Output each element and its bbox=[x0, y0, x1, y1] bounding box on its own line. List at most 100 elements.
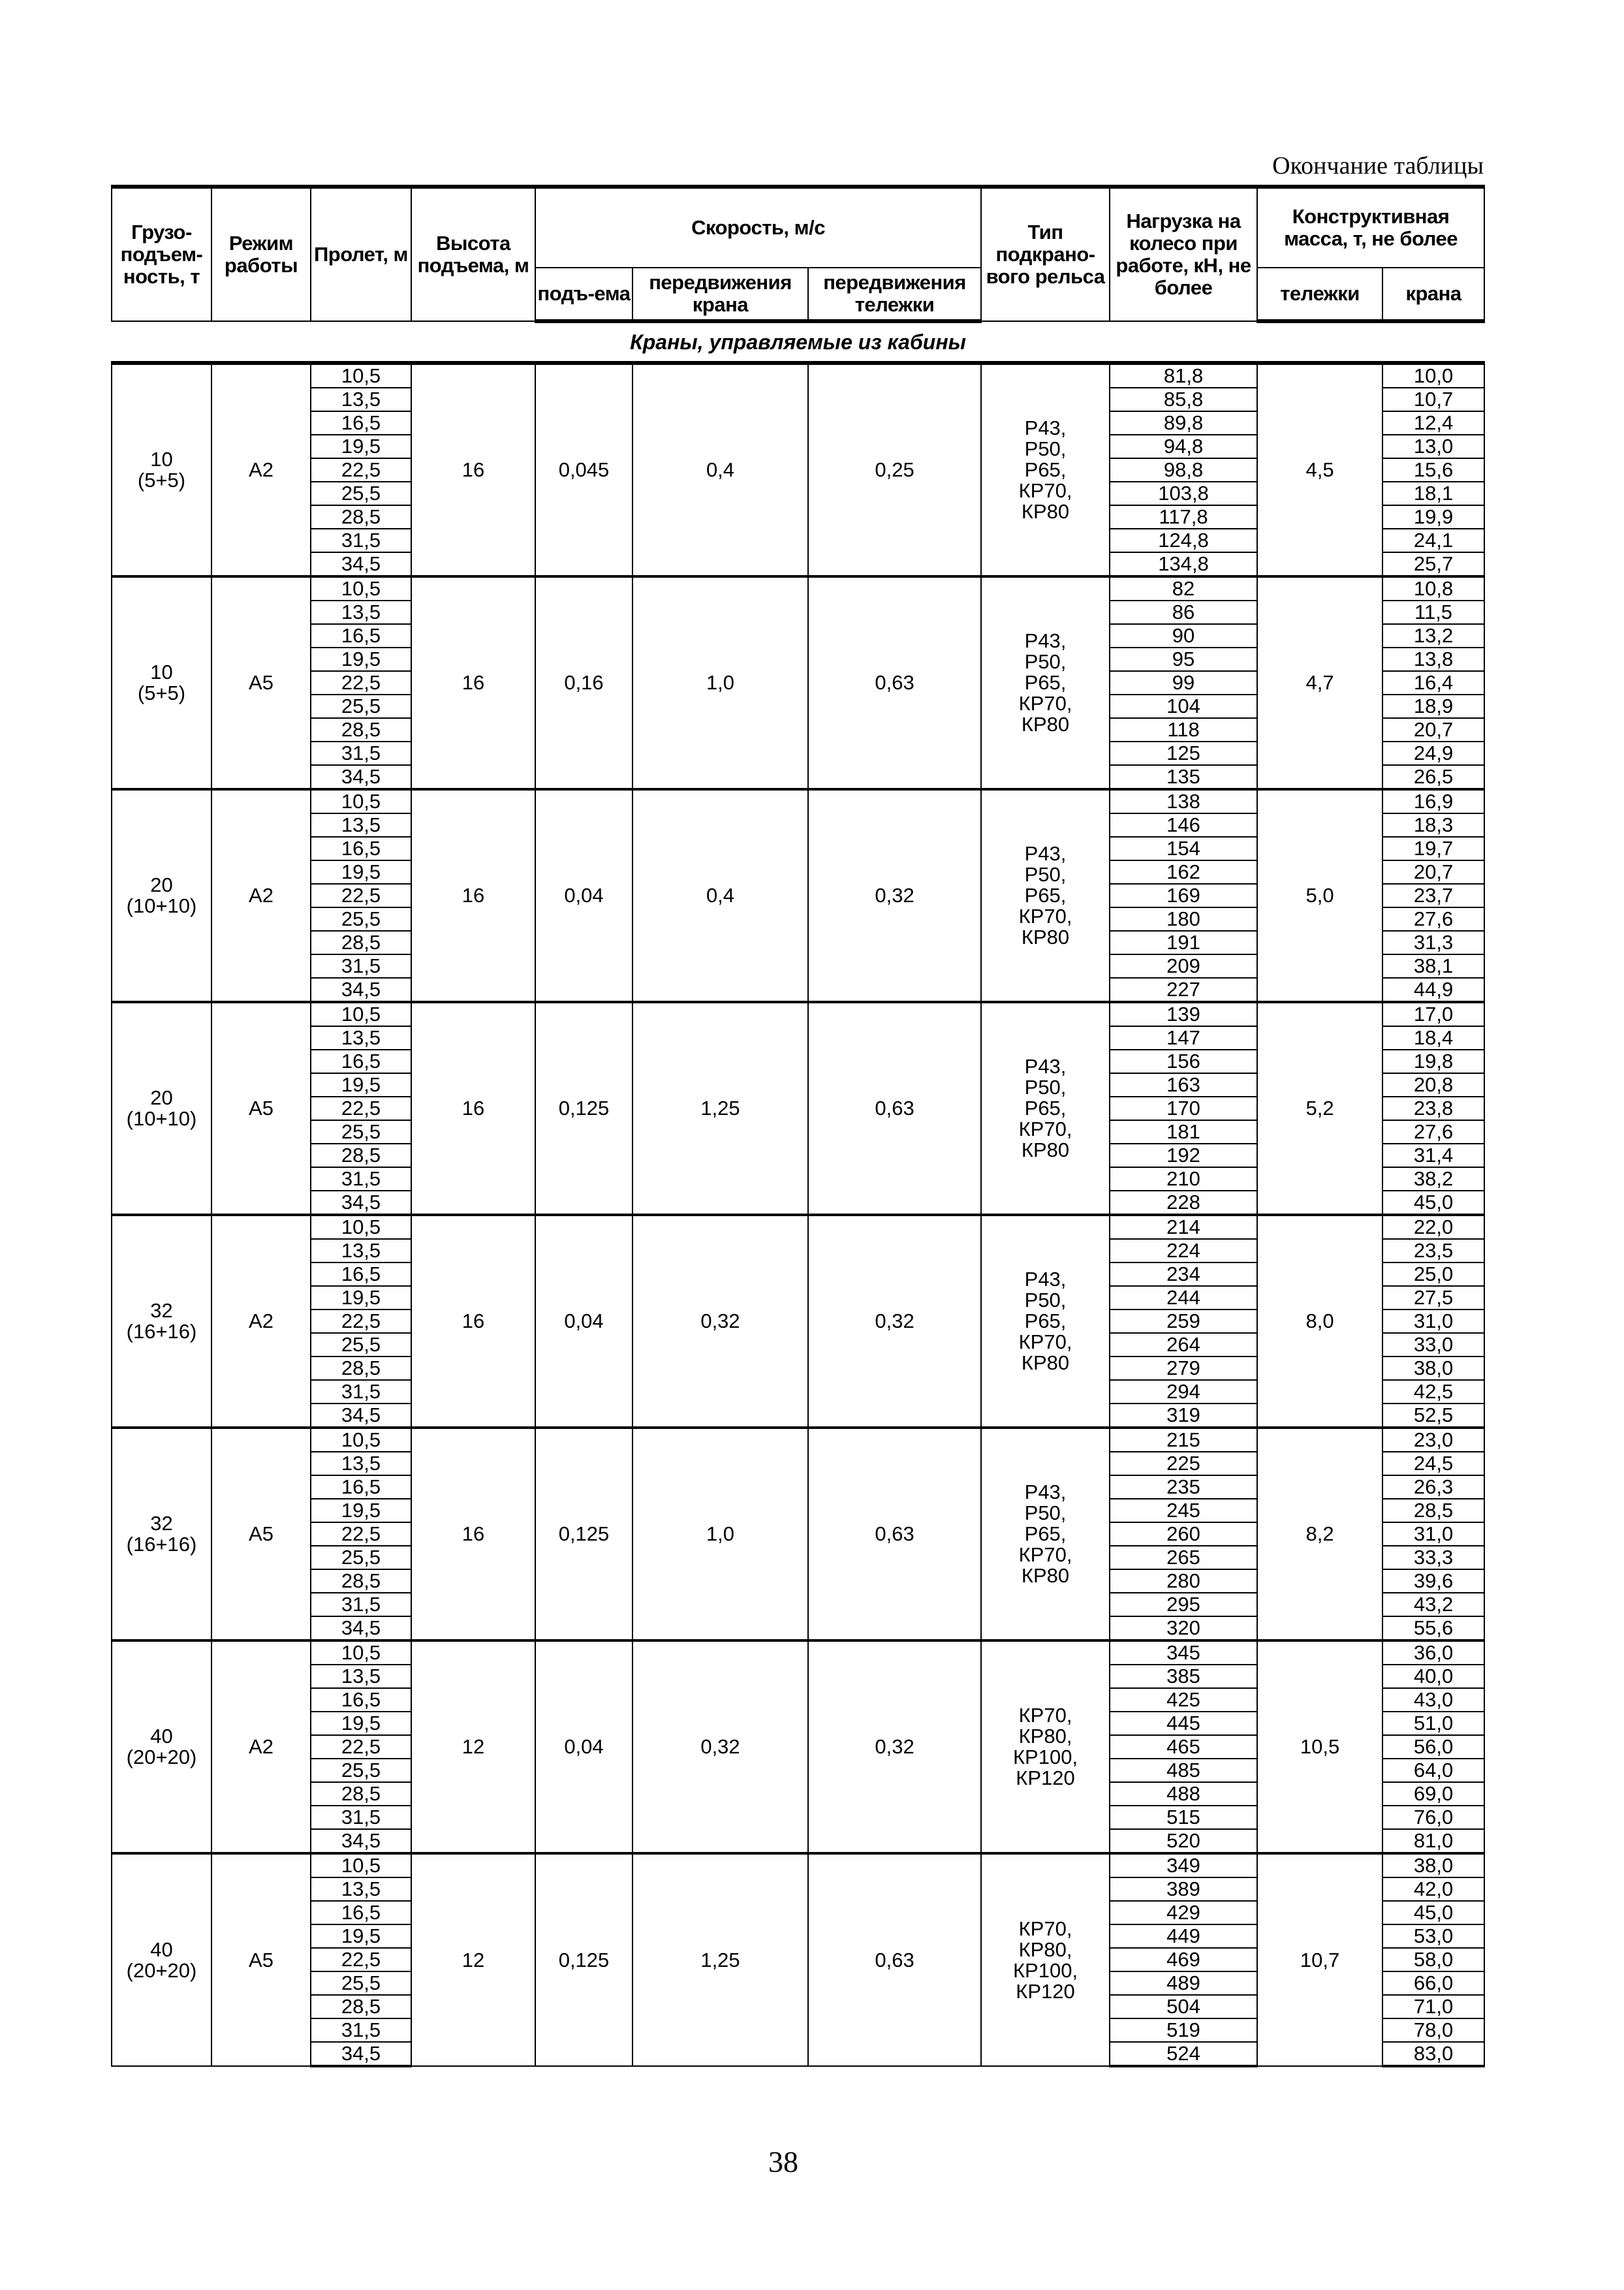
load-cell: 524 bbox=[1109, 2041, 1258, 2067]
speed-lift-cell: 0,125 bbox=[535, 1852, 633, 2067]
height-cell: 16 bbox=[411, 1426, 536, 1641]
mass-crane-cell: 23,8 bbox=[1382, 1096, 1486, 1121]
mass-crane-cell: 24,9 bbox=[1382, 741, 1486, 766]
header-capacity: Грузо-подъем-ность, т bbox=[111, 185, 212, 322]
load-cell: 244 bbox=[1109, 1285, 1258, 1310]
mass-trolley-cell: 5,0 bbox=[1257, 788, 1384, 1003]
height-cell: 12 bbox=[411, 1639, 536, 1854]
capacity-cell: 20 (10+10) bbox=[111, 1001, 212, 1216]
header-load: Нагрузка на колесо при работе, кН, не бо… bbox=[1109, 185, 1258, 322]
mass-crane-cell: 39,6 bbox=[1382, 1569, 1486, 1593]
span-cell: 25,5 bbox=[310, 1332, 412, 1357]
mode-cell: A5 bbox=[211, 1426, 311, 1641]
load-cell: 265 bbox=[1109, 1545, 1258, 1570]
load-cell: 295 bbox=[1109, 1592, 1258, 1617]
span-cell: 22,5 bbox=[310, 1096, 412, 1121]
table-row: 20 (10+10) A5 10,5 16 0,125 1,25 0,63 Р43, Р50,… bbox=[111, 1001, 1486, 1216]
load-cell: 227 bbox=[1109, 977, 1258, 1003]
table-row: 13,5 146 18,3 bbox=[112, 813, 1486, 838]
span-cell: 34,5 bbox=[310, 1403, 412, 1428]
load-cell: 320 bbox=[1109, 1616, 1258, 1641]
span-cell: 31,5 bbox=[310, 1379, 412, 1404]
speed-trolley-cell: 0,63 bbox=[807, 1001, 982, 1216]
load-cell: 345 bbox=[1109, 1639, 1258, 1665]
table-row: 22,5 259 31,0 bbox=[112, 1309, 1486, 1334]
mass-crane-cell: 76,0 bbox=[1382, 1805, 1486, 1830]
load-cell: 169 bbox=[1109, 883, 1258, 908]
mass-crane-cell: 18,4 bbox=[1382, 1026, 1486, 1050]
table-row: 34,5 228 45,0 bbox=[112, 1190, 1486, 1216]
speed-trolley-cell: 0,25 bbox=[807, 362, 982, 577]
load-cell: 209 bbox=[1109, 954, 1258, 979]
span-cell: 25,5 bbox=[310, 1545, 412, 1570]
mass-trolley-cell: 10,7 bbox=[1257, 1852, 1384, 2067]
table-row: 13,5 389 42,0 bbox=[112, 1877, 1486, 1902]
mass-crane-cell: 28,5 bbox=[1382, 1498, 1486, 1523]
height-cell: 16 bbox=[411, 575, 536, 790]
mass-crane-cell: 19,9 bbox=[1382, 505, 1486, 529]
capacity-cell: 10 (5+5) bbox=[111, 362, 212, 577]
table-row: 34,5 319 52,5 bbox=[112, 1403, 1486, 1428]
load-cell: 181 bbox=[1109, 1120, 1258, 1144]
mass-crane-cell: 45,0 bbox=[1382, 1190, 1486, 1216]
mass-crane-cell: 78,0 bbox=[1382, 2018, 1486, 2043]
table-row: 40 (20+20) A2 10,5 12 0,04 0,32 0,32 КР70, КР80… bbox=[111, 1639, 1486, 1854]
load-cell: 89,8 bbox=[1109, 411, 1258, 435]
table-row: 13,5 224 23,5 bbox=[112, 1238, 1486, 1263]
span-cell: 13,5 bbox=[310, 1026, 412, 1050]
table-row: 31,5 209 38,1 bbox=[112, 954, 1486, 979]
table-row: 13,5 85,8 10,7 bbox=[112, 387, 1486, 412]
load-cell: 104 bbox=[1109, 694, 1258, 719]
span-cell: 25,5 bbox=[310, 1971, 412, 1996]
span-cell: 10,5 bbox=[310, 1426, 412, 1452]
table-row: 25,5 485 64,0 bbox=[112, 1758, 1486, 1783]
load-cell: 425 bbox=[1109, 1687, 1258, 1712]
mass-crane-cell: 38,0 bbox=[1382, 1852, 1486, 1878]
mass-crane-cell: 26,3 bbox=[1382, 1475, 1486, 1499]
span-cell: 13,5 bbox=[310, 600, 412, 625]
mass-crane-cell: 31,0 bbox=[1382, 1309, 1486, 1334]
mass-crane-cell: 31,0 bbox=[1382, 1522, 1486, 1546]
load-cell: 319 bbox=[1109, 1403, 1258, 1428]
mass-crane-cell: 31,4 bbox=[1382, 1143, 1486, 1168]
mass-crane-cell: 53,0 bbox=[1382, 1924, 1486, 1949]
table-row: 20 (10+10) A2 10,5 16 0,04 0,4 0,32 Р43, Р50, Р… bbox=[111, 788, 1486, 1003]
load-cell: 449 bbox=[1109, 1924, 1258, 1949]
span-cell: 22,5 bbox=[310, 1734, 412, 1759]
mass-crane-cell: 20,8 bbox=[1382, 1073, 1486, 1097]
load-cell: 214 bbox=[1109, 1214, 1258, 1240]
mode-cell: A5 bbox=[211, 575, 311, 790]
header-mass: Конструктивная масса, т, не более bbox=[1257, 185, 1486, 268]
span-cell: 16,5 bbox=[310, 1475, 412, 1499]
span-cell: 16,5 bbox=[310, 836, 412, 861]
speed-trolley-cell: 0,63 bbox=[807, 1852, 982, 2067]
table-row: 22,5 169 23,7 bbox=[112, 883, 1486, 908]
mass-crane-cell: 23,7 bbox=[1382, 883, 1486, 908]
mass-crane-cell: 38,2 bbox=[1382, 1167, 1486, 1191]
table-row: 13,5 385 40,0 bbox=[112, 1664, 1486, 1689]
span-cell: 22,5 bbox=[310, 1522, 412, 1546]
load-cell: 98,8 bbox=[1109, 458, 1258, 482]
table-row: 28,5 279 38,0 bbox=[112, 1356, 1486, 1381]
table-row: 34,5 134,8 25,7 bbox=[112, 552, 1486, 577]
speed-lift-cell: 0,04 bbox=[535, 1214, 633, 1428]
mass-trolley-cell: 5,2 bbox=[1257, 1001, 1384, 1216]
load-cell: 279 bbox=[1109, 1356, 1258, 1381]
span-cell: 31,5 bbox=[310, 528, 412, 553]
speed-lift-cell: 0,125 bbox=[535, 1426, 633, 1641]
table-row: 16,5 429 45,0 bbox=[112, 1900, 1486, 1925]
load-cell: 294 bbox=[1109, 1379, 1258, 1404]
mass-crane-cell: 27,6 bbox=[1382, 1120, 1486, 1144]
table-row: 22,5 170 23,8 bbox=[112, 1096, 1486, 1121]
mass-crane-cell: 17,0 bbox=[1382, 1001, 1486, 1027]
rail-cell: Р43, Р50, Р65, КР70, КР80 bbox=[980, 1001, 1111, 1216]
span-cell: 19,5 bbox=[310, 1924, 412, 1949]
load-cell: 445 bbox=[1109, 1711, 1258, 1736]
mass-crane-cell: 16,9 bbox=[1382, 788, 1486, 814]
span-cell: 25,5 bbox=[310, 694, 412, 719]
load-cell: 520 bbox=[1109, 1828, 1258, 1854]
speed-crane-cell: 0,32 bbox=[632, 1214, 809, 1428]
rail-cell: Р43, Р50, Р65, КР70, КР80 bbox=[980, 1426, 1111, 1641]
table-row: 32 (16+16) A2 10,5 16 0,04 0,32 0,32 Р43, Р50, … bbox=[111, 1214, 1486, 1428]
span-cell: 13,5 bbox=[310, 387, 412, 412]
